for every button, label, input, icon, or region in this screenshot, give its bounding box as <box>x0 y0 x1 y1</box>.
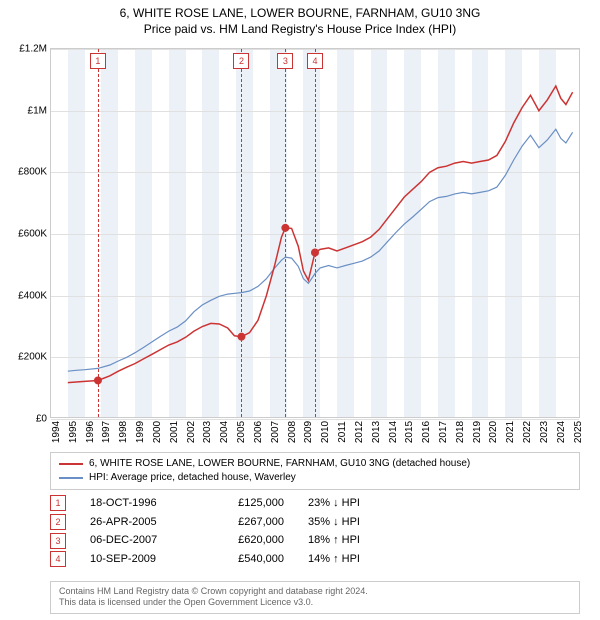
ytick-label: £400K <box>3 290 47 301</box>
xtick-label: 2002 <box>186 421 197 443</box>
xtick-label: 2005 <box>236 421 247 443</box>
sale-point <box>94 376 102 384</box>
event-id: 4 <box>50 551 66 567</box>
xtick-label: 2013 <box>371 421 382 443</box>
event-id: 2 <box>50 514 66 530</box>
event-id: 1 <box>50 495 66 511</box>
xtick-label: 2010 <box>320 421 331 443</box>
xtick-label: 2015 <box>404 421 415 443</box>
sale-point <box>311 249 319 257</box>
sale-point <box>237 333 245 341</box>
xtick-label: 1999 <box>135 421 146 443</box>
title-block: 6, WHITE ROSE LANE, LOWER BOURNE, FARNHA… <box>0 0 600 37</box>
legend-item-property: 6, WHITE ROSE LANE, LOWER BOURNE, FARNHA… <box>59 457 571 471</box>
event-marker: 2 <box>233 53 249 69</box>
event-delta: 14% ↑ HPI <box>308 550 408 569</box>
event-marker: 1 <box>90 53 106 69</box>
sale-point <box>281 224 289 232</box>
series-line <box>68 86 573 383</box>
event-delta: 18% ↑ HPI <box>308 531 408 550</box>
legend-label-hpi: HPI: Average price, detached house, Wave… <box>89 471 296 485</box>
title-line-2: Price paid vs. HM Land Registry's House … <box>0 22 600 38</box>
xtick-label: 2014 <box>388 421 399 443</box>
xtick-label: 2024 <box>556 421 567 443</box>
event-row: 2 26-APR-2005 £267,000 35% ↓ HPI <box>50 513 580 532</box>
event-price: £267,000 <box>204 513 284 532</box>
ytick-label: £800K <box>3 167 47 178</box>
ytick-label: £1.2M <box>3 44 47 55</box>
gridline-h <box>51 419 579 420</box>
event-price: £620,000 <box>204 531 284 550</box>
xtick-label: 2021 <box>505 421 516 443</box>
ytick-label: £200K <box>3 352 47 363</box>
xtick-label: 2000 <box>152 421 163 443</box>
event-date: 10-SEP-2009 <box>90 550 180 569</box>
legend-swatch-hpi <box>59 477 83 479</box>
event-date: 06-DEC-2007 <box>90 531 180 550</box>
ytick-label: £600K <box>3 229 47 240</box>
xtick-label: 2012 <box>354 421 365 443</box>
xtick-label: 2019 <box>472 421 483 443</box>
legend-item-hpi: HPI: Average price, detached house, Wave… <box>59 471 571 485</box>
xtick-label: 2022 <box>522 421 533 443</box>
xtick-label: 1994 <box>51 421 62 443</box>
xtick-label: 2006 <box>253 421 264 443</box>
ytick-label: £0 <box>3 414 47 425</box>
event-id: 3 <box>50 533 66 549</box>
xtick-label: 2007 <box>270 421 281 443</box>
event-price: £125,000 <box>204 494 284 513</box>
price-chart: £0£200K£400K£600K£800K£1M£1.2M1994199519… <box>50 48 580 418</box>
title-line-1: 6, WHITE ROSE LANE, LOWER BOURNE, FARNHA… <box>0 6 600 22</box>
xtick-label: 2008 <box>287 421 298 443</box>
event-row: 1 18-OCT-1996 £125,000 23% ↓ HPI <box>50 494 580 513</box>
event-date: 18-OCT-1996 <box>90 494 180 513</box>
event-date: 26-APR-2005 <box>90 513 180 532</box>
xtick-label: 1998 <box>118 421 129 443</box>
xtick-label: 2020 <box>488 421 499 443</box>
xtick-label: 2003 <box>202 421 213 443</box>
xtick-label: 2025 <box>573 421 584 443</box>
ytick-label: £1M <box>3 105 47 116</box>
xtick-label: 2023 <box>539 421 550 443</box>
event-delta: 23% ↓ HPI <box>308 494 408 513</box>
event-row: 4 10-SEP-2009 £540,000 14% ↑ HPI <box>50 550 580 569</box>
xtick-label: 2004 <box>219 421 230 443</box>
events-table: 1 18-OCT-1996 £125,000 23% ↓ HPI 2 26-APR-200… <box>50 494 580 569</box>
legend-label-property: 6, WHITE ROSE LANE, LOWER BOURNE, FARNHA… <box>89 457 470 471</box>
legend-swatch-property <box>59 463 83 465</box>
xtick-label: 2018 <box>455 421 466 443</box>
xtick-label: 2017 <box>438 421 449 443</box>
xtick-label: 1996 <box>85 421 96 443</box>
event-marker: 3 <box>277 53 293 69</box>
event-delta: 35% ↓ HPI <box>308 513 408 532</box>
event-price: £540,000 <box>204 550 284 569</box>
footer: Contains HM Land Registry data © Crown c… <box>50 581 580 614</box>
footer-line-1: Contains HM Land Registry data © Crown c… <box>59 586 571 598</box>
xtick-label: 2009 <box>303 421 314 443</box>
legend: 6, WHITE ROSE LANE, LOWER BOURNE, FARNHA… <box>50 452 580 490</box>
xtick-label: 1995 <box>68 421 79 443</box>
event-marker: 4 <box>307 53 323 69</box>
xtick-label: 2001 <box>169 421 180 443</box>
xtick-label: 1997 <box>101 421 112 443</box>
xtick-label: 2016 <box>421 421 432 443</box>
event-row: 3 06-DEC-2007 £620,000 18% ↑ HPI <box>50 531 580 550</box>
page: 6, WHITE ROSE LANE, LOWER BOURNE, FARNHA… <box>0 0 600 620</box>
chart-svg <box>51 49 579 417</box>
xtick-label: 2011 <box>337 421 348 443</box>
footer-line-2: This data is licensed under the Open Gov… <box>59 597 571 609</box>
